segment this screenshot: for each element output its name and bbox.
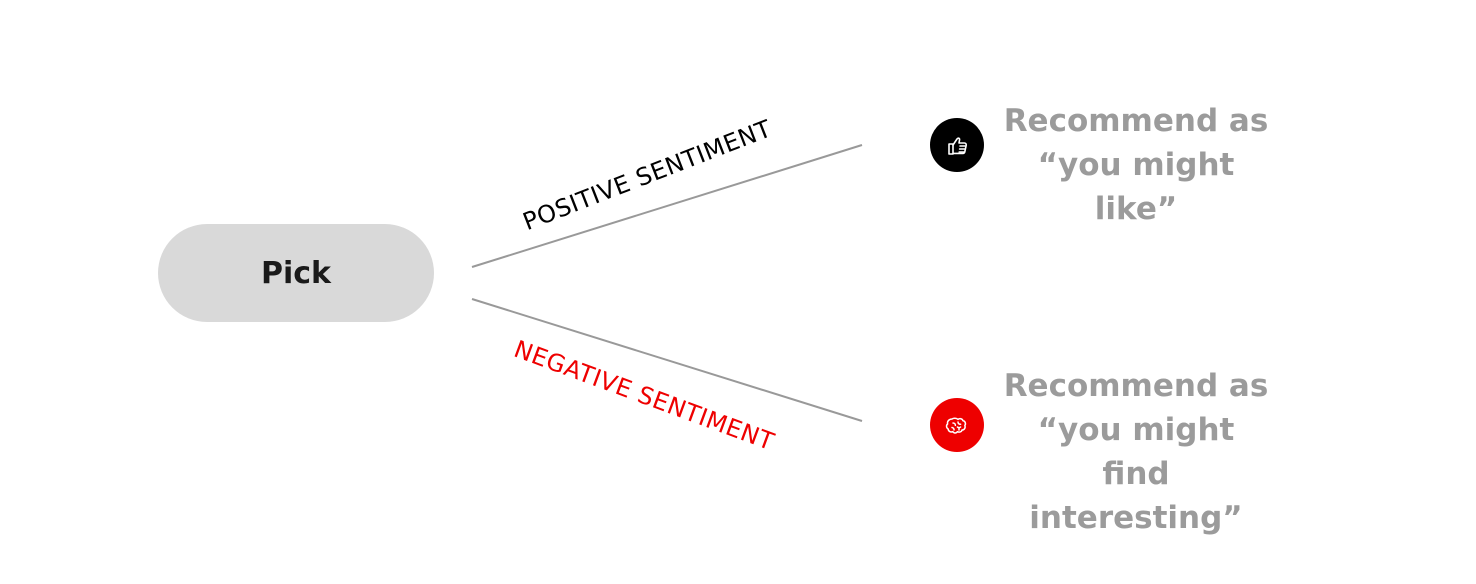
like-outcome-line: Recommend as: [1003, 103, 1269, 139]
thumbs-up-icon: [948, 137, 968, 155]
interesting-outcome-line: interesting”: [1029, 500, 1243, 536]
negative-connector: [471, 298, 863, 422]
interesting-outcome-line: Recommend as: [1003, 368, 1269, 404]
like-outcome-line: “you might like”: [1037, 147, 1235, 227]
like-badge: [930, 118, 984, 172]
interesting-outcome-line: “you might find: [1037, 412, 1235, 492]
pick-label: Pick: [260, 255, 331, 291]
interesting-outcome-text: Recommend as “you might find interesting…: [1000, 364, 1272, 540]
positive-connector: [471, 144, 863, 268]
like-outcome-text: Recommend as “you might like”: [1000, 99, 1272, 231]
brain-icon: [945, 417, 967, 434]
pick-node: Pick: [158, 224, 434, 322]
interesting-badge: [930, 398, 984, 452]
